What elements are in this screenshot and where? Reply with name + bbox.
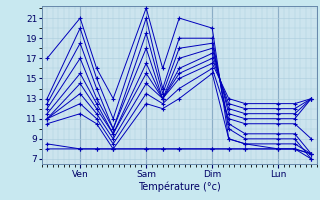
X-axis label: Température (°c): Température (°c) — [138, 181, 220, 192]
